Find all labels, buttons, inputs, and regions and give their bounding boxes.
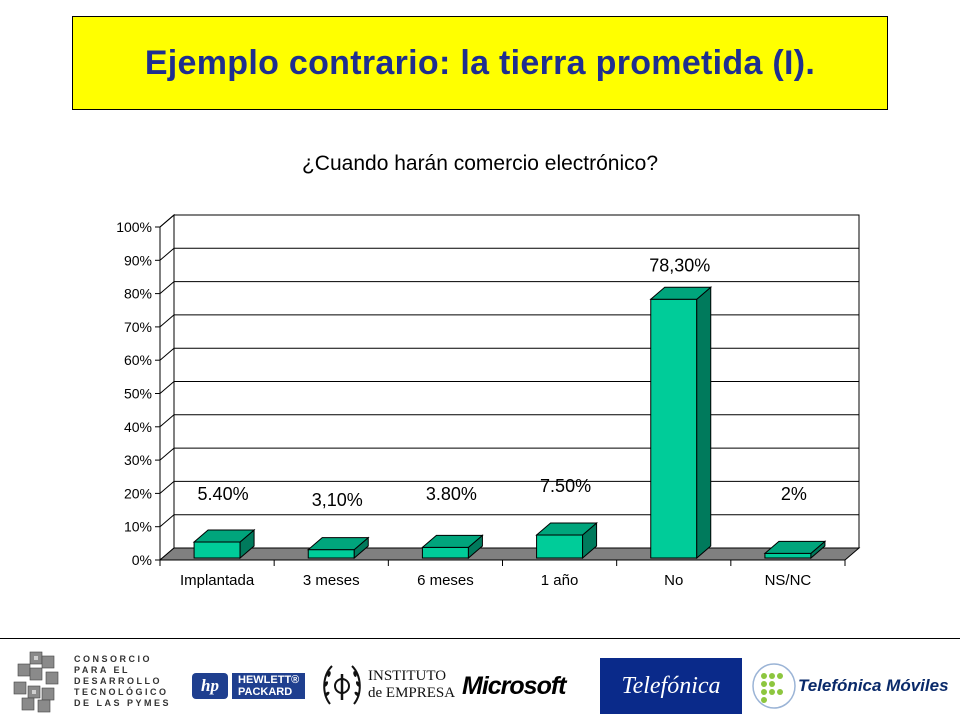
y-tick-label: 80% (124, 286, 152, 302)
gridline (159, 247, 859, 261)
hp-badge: hp (192, 673, 228, 699)
consorcio-line: DE LAS PYMES (74, 697, 172, 708)
gridline (159, 447, 859, 461)
bar-top (192, 529, 256, 543)
y-tick-label: 60% (124, 352, 152, 368)
bar-front (764, 552, 812, 559)
bar-6-meses (421, 534, 484, 560)
hp-line: PACKARD (238, 686, 293, 698)
x-tick-label: 6 meses (417, 572, 474, 589)
telefonica-logo: Telefónica (600, 658, 742, 714)
bar-3-meses (306, 536, 370, 560)
bar-top (535, 522, 598, 536)
bar-top (763, 540, 827, 554)
bar-1-a-o (535, 521, 598, 560)
data-label: 7.50% (540, 476, 591, 496)
hp-logo: hp HEWLETT® PACKARD (192, 673, 306, 699)
gridline (159, 480, 859, 494)
bar-front (536, 534, 584, 559)
bar-side (696, 286, 712, 560)
telefonica-wordmark: Telefónica (621, 672, 721, 699)
bar-front (421, 546, 469, 559)
telefonica-moviles-wordmark: Telefónica Móviles (798, 676, 949, 695)
chart-floor (158, 547, 861, 561)
gridline (159, 514, 859, 528)
y-tick-label: 50% (124, 386, 152, 402)
instituto-line: de EMPRESA (368, 685, 456, 701)
bar-front (193, 541, 241, 559)
data-label: 3,10% (312, 490, 363, 510)
bar-top (306, 537, 370, 551)
gridline (159, 347, 859, 361)
bar-chart: ¿Cuando harán comercio electrónico? 0% 10… (116, 152, 861, 589)
chart-title: ¿Cuando harán comercio electrónico? (302, 152, 658, 175)
consorcio-logo: CONSORCIO PARA EL DESARROLLO TECNOLÓGICO… (8, 648, 171, 714)
slide-title: Ejemplo contrario: la tierra prometida (… (144, 43, 816, 82)
consorcio-line: TECNOLÓGICO (74, 686, 169, 697)
telefonica-moviles-logo: Telefónica Móviles (752, 662, 949, 710)
cube-icon (8, 648, 68, 714)
data-label: 3.80% (426, 484, 477, 504)
gridline (159, 314, 859, 328)
y-tick-label: 30% (124, 452, 152, 468)
data-label: 78,30% (649, 255, 710, 275)
instituto-empresa-logo: INSTITUTO de EMPRESA (320, 660, 455, 710)
slide-title-box: Ejemplo contrario: la tierra prometida (… (72, 16, 888, 110)
consorcio-line: DESARROLLO (74, 675, 162, 686)
y-tick-label: 10% (124, 519, 152, 535)
y-tick-label: 20% (124, 485, 152, 501)
laurel-emblem-icon (323, 665, 361, 705)
gridline (159, 214, 859, 228)
x-tick-label: 1 año (541, 572, 579, 589)
y-tick-label: 0% (132, 552, 152, 568)
bar-top (421, 534, 484, 548)
sponsor-logo-strip (0, 638, 960, 720)
y-tick-label: 90% (124, 252, 152, 268)
x-tick-label: No (664, 572, 683, 589)
data-label: 2% (781, 484, 807, 504)
microsoft-logo: Microsoft (462, 672, 566, 700)
data-label: 5.40% (198, 484, 249, 504)
bar-implantada (192, 528, 256, 560)
bar-top (649, 286, 713, 300)
consorcio-line: CONSORCIO (74, 653, 153, 664)
bar-ns-nc (763, 540, 827, 560)
bar-front (650, 298, 698, 559)
x-tick-label: NS/NC (765, 572, 812, 589)
instituto-line: INSTITUTO (368, 668, 447, 684)
bar-no (649, 286, 713, 560)
y-tick-label: 40% (124, 419, 152, 435)
gridline (159, 281, 859, 294)
consorcio-line: PARA EL (74, 664, 131, 675)
x-tick-label: Implantada (180, 572, 255, 589)
dot-grid-icon (752, 663, 796, 709)
gridline (159, 414, 859, 428)
bar-front (307, 549, 355, 559)
x-tick-label: 3 meses (303, 572, 360, 589)
gridline (159, 381, 859, 394)
y-tick-label: 100% (116, 219, 152, 235)
y-tick-label: 70% (124, 319, 152, 335)
hp-line: HEWLETT® (238, 674, 300, 686)
